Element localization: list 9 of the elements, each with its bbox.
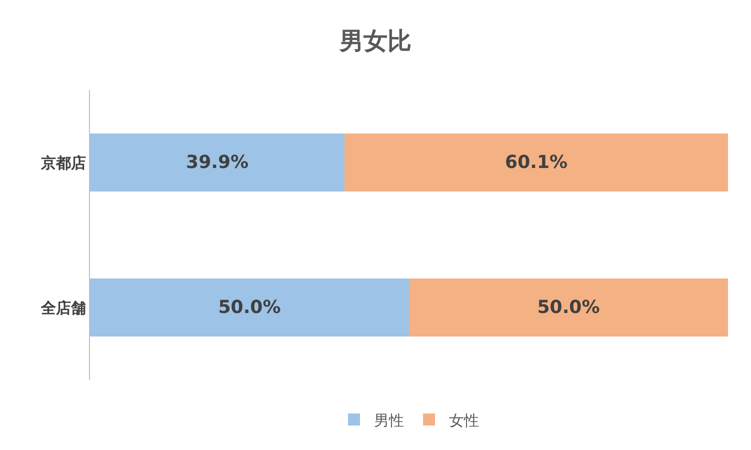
legend-label: 女性 xyxy=(449,411,479,430)
chart-title: 男女比 xyxy=(338,26,412,55)
data-label: 50.0% xyxy=(218,297,281,318)
data-label: 50.0% xyxy=(537,297,600,318)
y-tick-label: 全店舗 xyxy=(40,298,86,317)
data-label: 39.9% xyxy=(186,152,249,173)
y-tick-label: 京都店 xyxy=(40,154,86,172)
legend-label: 男性 xyxy=(374,411,404,430)
data-label: 60.1% xyxy=(505,152,568,173)
